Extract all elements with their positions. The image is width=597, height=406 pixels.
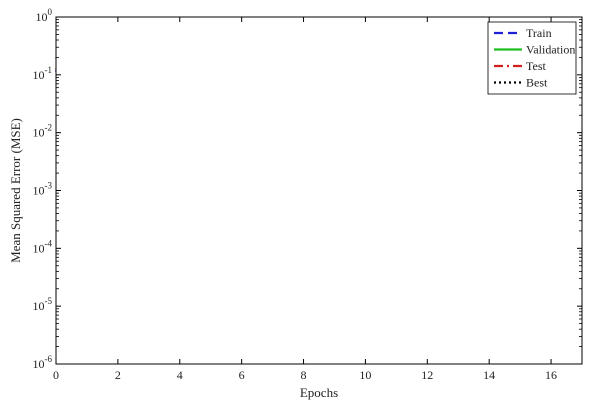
- y-tick-label: 10-3: [33, 181, 53, 198]
- y-tick-label: 100: [36, 7, 53, 24]
- y-axis-title: Mean Squared Error (MSE): [8, 118, 23, 263]
- x-tick-label: 8: [301, 368, 307, 382]
- y-tick-label: 10-1: [33, 65, 53, 82]
- legend-label-best: Best: [526, 76, 548, 90]
- y-tick-label: 10-6: [33, 354, 53, 371]
- x-tick-label: 0: [53, 368, 59, 382]
- x-tick-label: 12: [421, 368, 433, 382]
- x-axis-title: Epochs: [300, 385, 338, 400]
- legend-label-train: Train: [526, 26, 552, 40]
- y-tick-label: 10-4: [33, 238, 53, 255]
- x-tick-label: 6: [239, 368, 245, 382]
- y-tick-label: 10-2: [33, 123, 53, 140]
- x-tick-label: 16: [545, 368, 557, 382]
- x-tick-label: 2: [115, 368, 121, 382]
- y-tick-label: 10-5: [33, 296, 53, 313]
- legend-label-test: Test: [526, 59, 546, 73]
- x-tick-label: 10: [359, 368, 371, 382]
- x-tick-label: 14: [483, 368, 495, 382]
- legend: Train Validation Test Best: [487, 21, 577, 95]
- x-tick-label: 4: [177, 368, 183, 382]
- legend-label-validation: Validation: [526, 43, 575, 57]
